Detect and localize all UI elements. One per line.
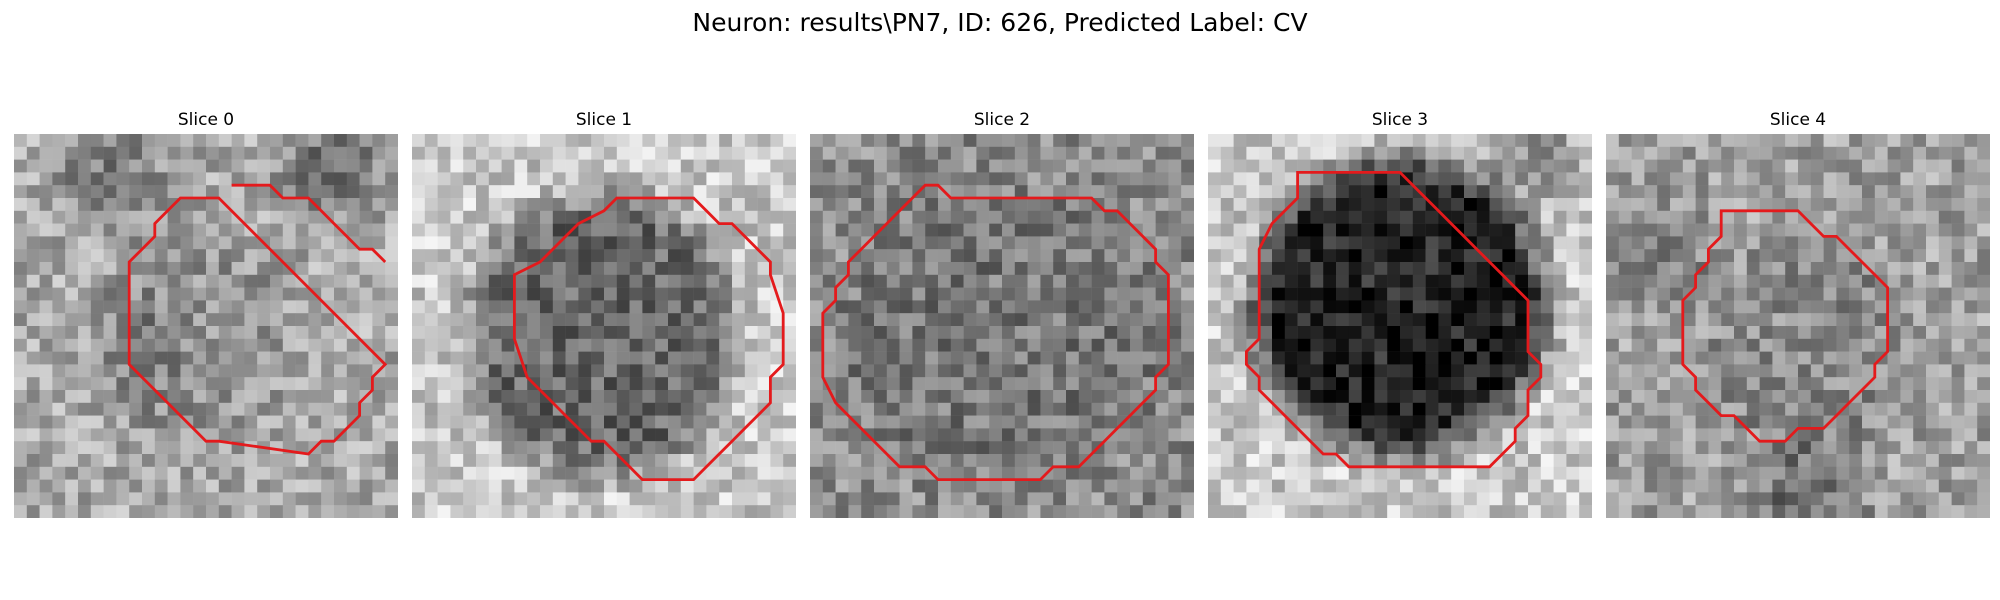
slice-image [412,134,796,518]
slice-panel-4: Slice 4 [1606,108,1990,518]
slice-image [1606,134,1990,518]
slice-title: Slice 4 [1769,110,1827,130]
segmentation-contour [127,183,388,456]
slice-title: Slice 1 [575,110,633,130]
segmentation-contour [1244,170,1543,469]
segmentation-contour [821,183,1170,482]
figure-title: Neuron: results\PN7, ID: 626, Predicted … [692,8,1308,37]
slice-image [810,134,1194,518]
slice-title: Slice 0 [177,110,235,130]
slice-panel-3: Slice 3 [1208,108,1592,518]
slice-title: Slice 2 [973,110,1031,130]
slice-panel-1: Slice 1 [412,108,796,518]
slice-panel-2: Slice 2 [810,108,1194,518]
segmentation-contour [512,196,785,482]
slice-panel-0: Slice 0 [14,108,398,518]
segmentation-contour [1681,209,1890,443]
slice-image [14,134,398,518]
slice-image [1208,134,1592,518]
slice-title: Slice 3 [1371,110,1429,130]
